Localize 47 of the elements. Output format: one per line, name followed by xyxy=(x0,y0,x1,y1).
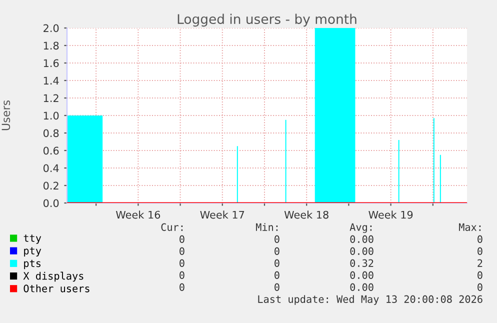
y-tick-label: 1.8 xyxy=(44,42,59,50)
text: 0 xyxy=(180,283,184,291)
text: Cur: xyxy=(161,223,183,231)
x-tick-label: Week 19 xyxy=(368,210,413,219)
legend-label: pty xyxy=(24,247,42,256)
text: Max: xyxy=(459,223,481,231)
text: 0 xyxy=(478,235,482,243)
y-axis-title: Users xyxy=(2,100,10,130)
y-tick-label: 0.0 xyxy=(43,199,59,208)
x-tick-label: Week 17 xyxy=(200,210,244,219)
text: Avg: xyxy=(350,223,372,233)
text: 0.00 xyxy=(350,235,374,243)
y-tick-label: 2.0 xyxy=(44,24,59,32)
legend-label: tty xyxy=(24,234,42,244)
x-tick-label: Week 16 xyxy=(116,210,160,219)
text: 0 xyxy=(180,235,184,243)
y-tick-label: 1.0 xyxy=(44,112,59,120)
y-tick-label: 0.8 xyxy=(43,129,59,138)
text: 0.00 xyxy=(350,271,374,279)
text: 2 xyxy=(478,259,482,267)
text: 0.32 xyxy=(350,259,374,267)
legend-label: Other users xyxy=(24,284,90,292)
text: Min: xyxy=(256,223,278,231)
legend-label: pts xyxy=(24,260,40,270)
y-tick-label: 1.2 xyxy=(44,94,58,102)
text: 0 xyxy=(274,247,280,255)
y-tick-label: 1.6 xyxy=(44,59,59,68)
text: 0 xyxy=(478,247,482,255)
text: 0 xyxy=(478,271,482,279)
text: 0 xyxy=(274,271,280,279)
y-tick-label: 0.2 xyxy=(43,182,58,190)
y-tick-label: 0.6 xyxy=(43,146,59,155)
y-tick-label: 1.4 xyxy=(44,76,59,84)
text: 0 xyxy=(180,247,184,255)
chart-title: Logged in users - by month xyxy=(178,14,356,27)
text: 0 xyxy=(478,283,482,291)
text: 0 xyxy=(180,259,184,267)
text: Last update: Wed May 13 20:00:08 2026 xyxy=(258,295,482,305)
legend-label: X displays xyxy=(23,272,84,282)
text: 0 xyxy=(180,271,184,279)
text: 0.00 xyxy=(350,247,374,255)
y-tick-label: 0.4 xyxy=(43,164,59,172)
x-tick-label: Week 18 xyxy=(284,210,328,219)
text: 0 xyxy=(274,235,280,243)
text: 0 xyxy=(274,283,280,291)
text: 0 xyxy=(274,259,280,267)
text: 0.00 xyxy=(350,283,374,291)
